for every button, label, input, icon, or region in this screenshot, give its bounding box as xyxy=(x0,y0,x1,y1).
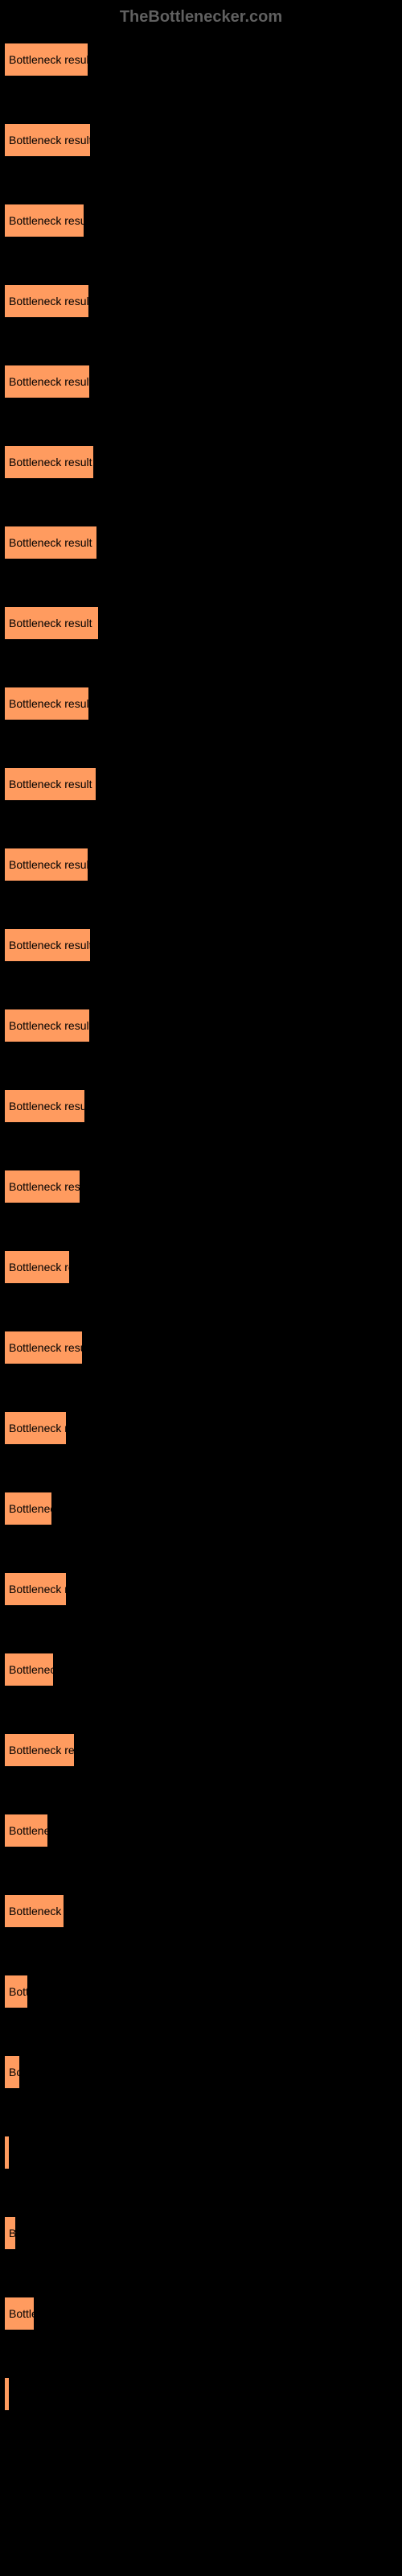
bar-label: Bottleneck result xyxy=(9,697,89,710)
bar-row: Bottleneck result xyxy=(4,1170,398,1203)
bar-label: Bottleneck result xyxy=(9,617,92,630)
bar: Bottle xyxy=(4,2297,35,2330)
bar-row: Bottlenec xyxy=(4,1492,398,1525)
bar: Bottleneck result xyxy=(4,848,88,881)
bar-label: Bottleneck result xyxy=(9,53,88,66)
bar xyxy=(4,2136,10,2169)
bar: Bottleneck result xyxy=(4,365,90,398)
bar: Bottlene xyxy=(4,1814,48,1847)
bar-label: Bottlene xyxy=(9,1824,48,1837)
bar-row: Bottleneck res xyxy=(4,1733,398,1767)
bar-label: Bottleneck r xyxy=(9,1905,64,1918)
bar-label: Bottleneck result xyxy=(9,1100,85,1113)
bar-chart: Bottleneck result Bottleneck result Bottle… xyxy=(0,43,402,2411)
bar: Bottleneck result xyxy=(4,606,99,640)
bar-row: B xyxy=(4,2216,398,2250)
bar-label: Bottleneck result xyxy=(9,1180,80,1193)
bar: Bottleneck r xyxy=(4,1894,64,1928)
bar-label: Bottleneck result xyxy=(9,456,92,469)
bar: Bottleneck result xyxy=(4,204,84,237)
bar-row: Bottleneck result xyxy=(4,365,398,398)
bar-label: Bottleneck result xyxy=(9,1019,90,1032)
bar-label: Bo xyxy=(9,2066,20,2079)
bar-label: Bottleneck result xyxy=(9,858,88,871)
bar-row: Bottleneck xyxy=(4,1653,398,1686)
bar-label: Bottleneck re xyxy=(9,1422,67,1435)
bar: Bottleneck result xyxy=(4,687,89,720)
bar-label: Bottle xyxy=(9,2307,35,2320)
bar: Bottleneck re xyxy=(4,1411,67,1445)
bar-label: Bottleneck re xyxy=(9,1583,67,1596)
bar-row: Bottleneck re xyxy=(4,1572,398,1606)
bar-label: Bottleneck result xyxy=(9,536,92,549)
bar-row xyxy=(4,2136,398,2169)
bar-row: Bottleneck re xyxy=(4,1411,398,1445)
bar xyxy=(4,2377,10,2411)
bar: Bottleneck result xyxy=(4,1089,85,1123)
bar-row: Bottleneck result xyxy=(4,1089,398,1123)
bar-row: Bottlene xyxy=(4,1814,398,1847)
bar-row: Bottleneck result xyxy=(4,204,398,237)
bar-label: Bottlenec xyxy=(9,1502,52,1515)
bar: Bottleneck result xyxy=(4,284,89,318)
bar: Bott xyxy=(4,1975,28,2008)
bar-label: Bottleneck res xyxy=(9,1261,70,1274)
bar: Bottleneck result xyxy=(4,1170,80,1203)
bar-row: Bottleneck result xyxy=(4,123,398,157)
page-header: TheBottlenecker.com xyxy=(0,0,402,43)
bar: Bottleneck result xyxy=(4,1009,90,1042)
bar: Bottleneck result xyxy=(4,445,94,479)
bar-label: Bottleneck result xyxy=(9,939,91,952)
bar-row: Bottleneck result xyxy=(4,526,398,559)
bar: B xyxy=(4,2216,16,2250)
bar: Bottleneck result xyxy=(4,767,96,801)
bar: Bottlenec xyxy=(4,1492,52,1525)
bar: Bottleneck re xyxy=(4,1572,67,1606)
bar-row: Bottleneck result xyxy=(4,1009,398,1042)
bar-label: Bottleneck result xyxy=(9,1341,83,1354)
bar-row: Bott xyxy=(4,1975,398,2008)
bar: Bottleneck result xyxy=(4,1331,83,1364)
bar-row: Bottleneck result xyxy=(4,445,398,479)
bar-row: Bo xyxy=(4,2055,398,2089)
bar: Bottleneck result xyxy=(4,526,97,559)
bar-label: Bottleneck res xyxy=(9,1744,75,1757)
bar-row: Bottleneck result xyxy=(4,1331,398,1364)
bar: Bottleneck result xyxy=(4,928,91,962)
bar: Bo xyxy=(4,2055,20,2089)
bar: Bottleneck res xyxy=(4,1733,75,1767)
bar-row: Bottleneck result xyxy=(4,928,398,962)
bar-row: Bottle xyxy=(4,2297,398,2330)
bar-row xyxy=(4,2377,398,2411)
bar-label: Bottleneck xyxy=(9,1663,54,1676)
bar-label: Bott xyxy=(9,1985,28,1998)
bar-row: Bottleneck result xyxy=(4,284,398,318)
bar: Bottleneck xyxy=(4,1653,54,1686)
bar-row: Bottleneck result xyxy=(4,848,398,881)
bar-row: Bottleneck result xyxy=(4,767,398,801)
bar-row: Bottleneck res xyxy=(4,1250,398,1284)
bar-row: Bottleneck result xyxy=(4,43,398,76)
bar: Bottleneck result xyxy=(4,123,91,157)
bar-row: Bottleneck result xyxy=(4,606,398,640)
bar-label: Bottleneck result xyxy=(9,214,84,227)
site-title: TheBottlenecker.com xyxy=(120,8,282,26)
bar-label: Bottleneck result xyxy=(9,375,90,388)
bar-label: Bottleneck result xyxy=(9,295,89,308)
bar-row: Bottleneck r xyxy=(4,1894,398,1928)
bar: Bottleneck result xyxy=(4,43,88,76)
bar-label: Bottleneck result xyxy=(9,778,92,791)
bar-label: B xyxy=(9,2227,16,2240)
bar-label: Bottleneck result xyxy=(9,134,91,147)
bar: Bottleneck res xyxy=(4,1250,70,1284)
bar-row: Bottleneck result xyxy=(4,687,398,720)
